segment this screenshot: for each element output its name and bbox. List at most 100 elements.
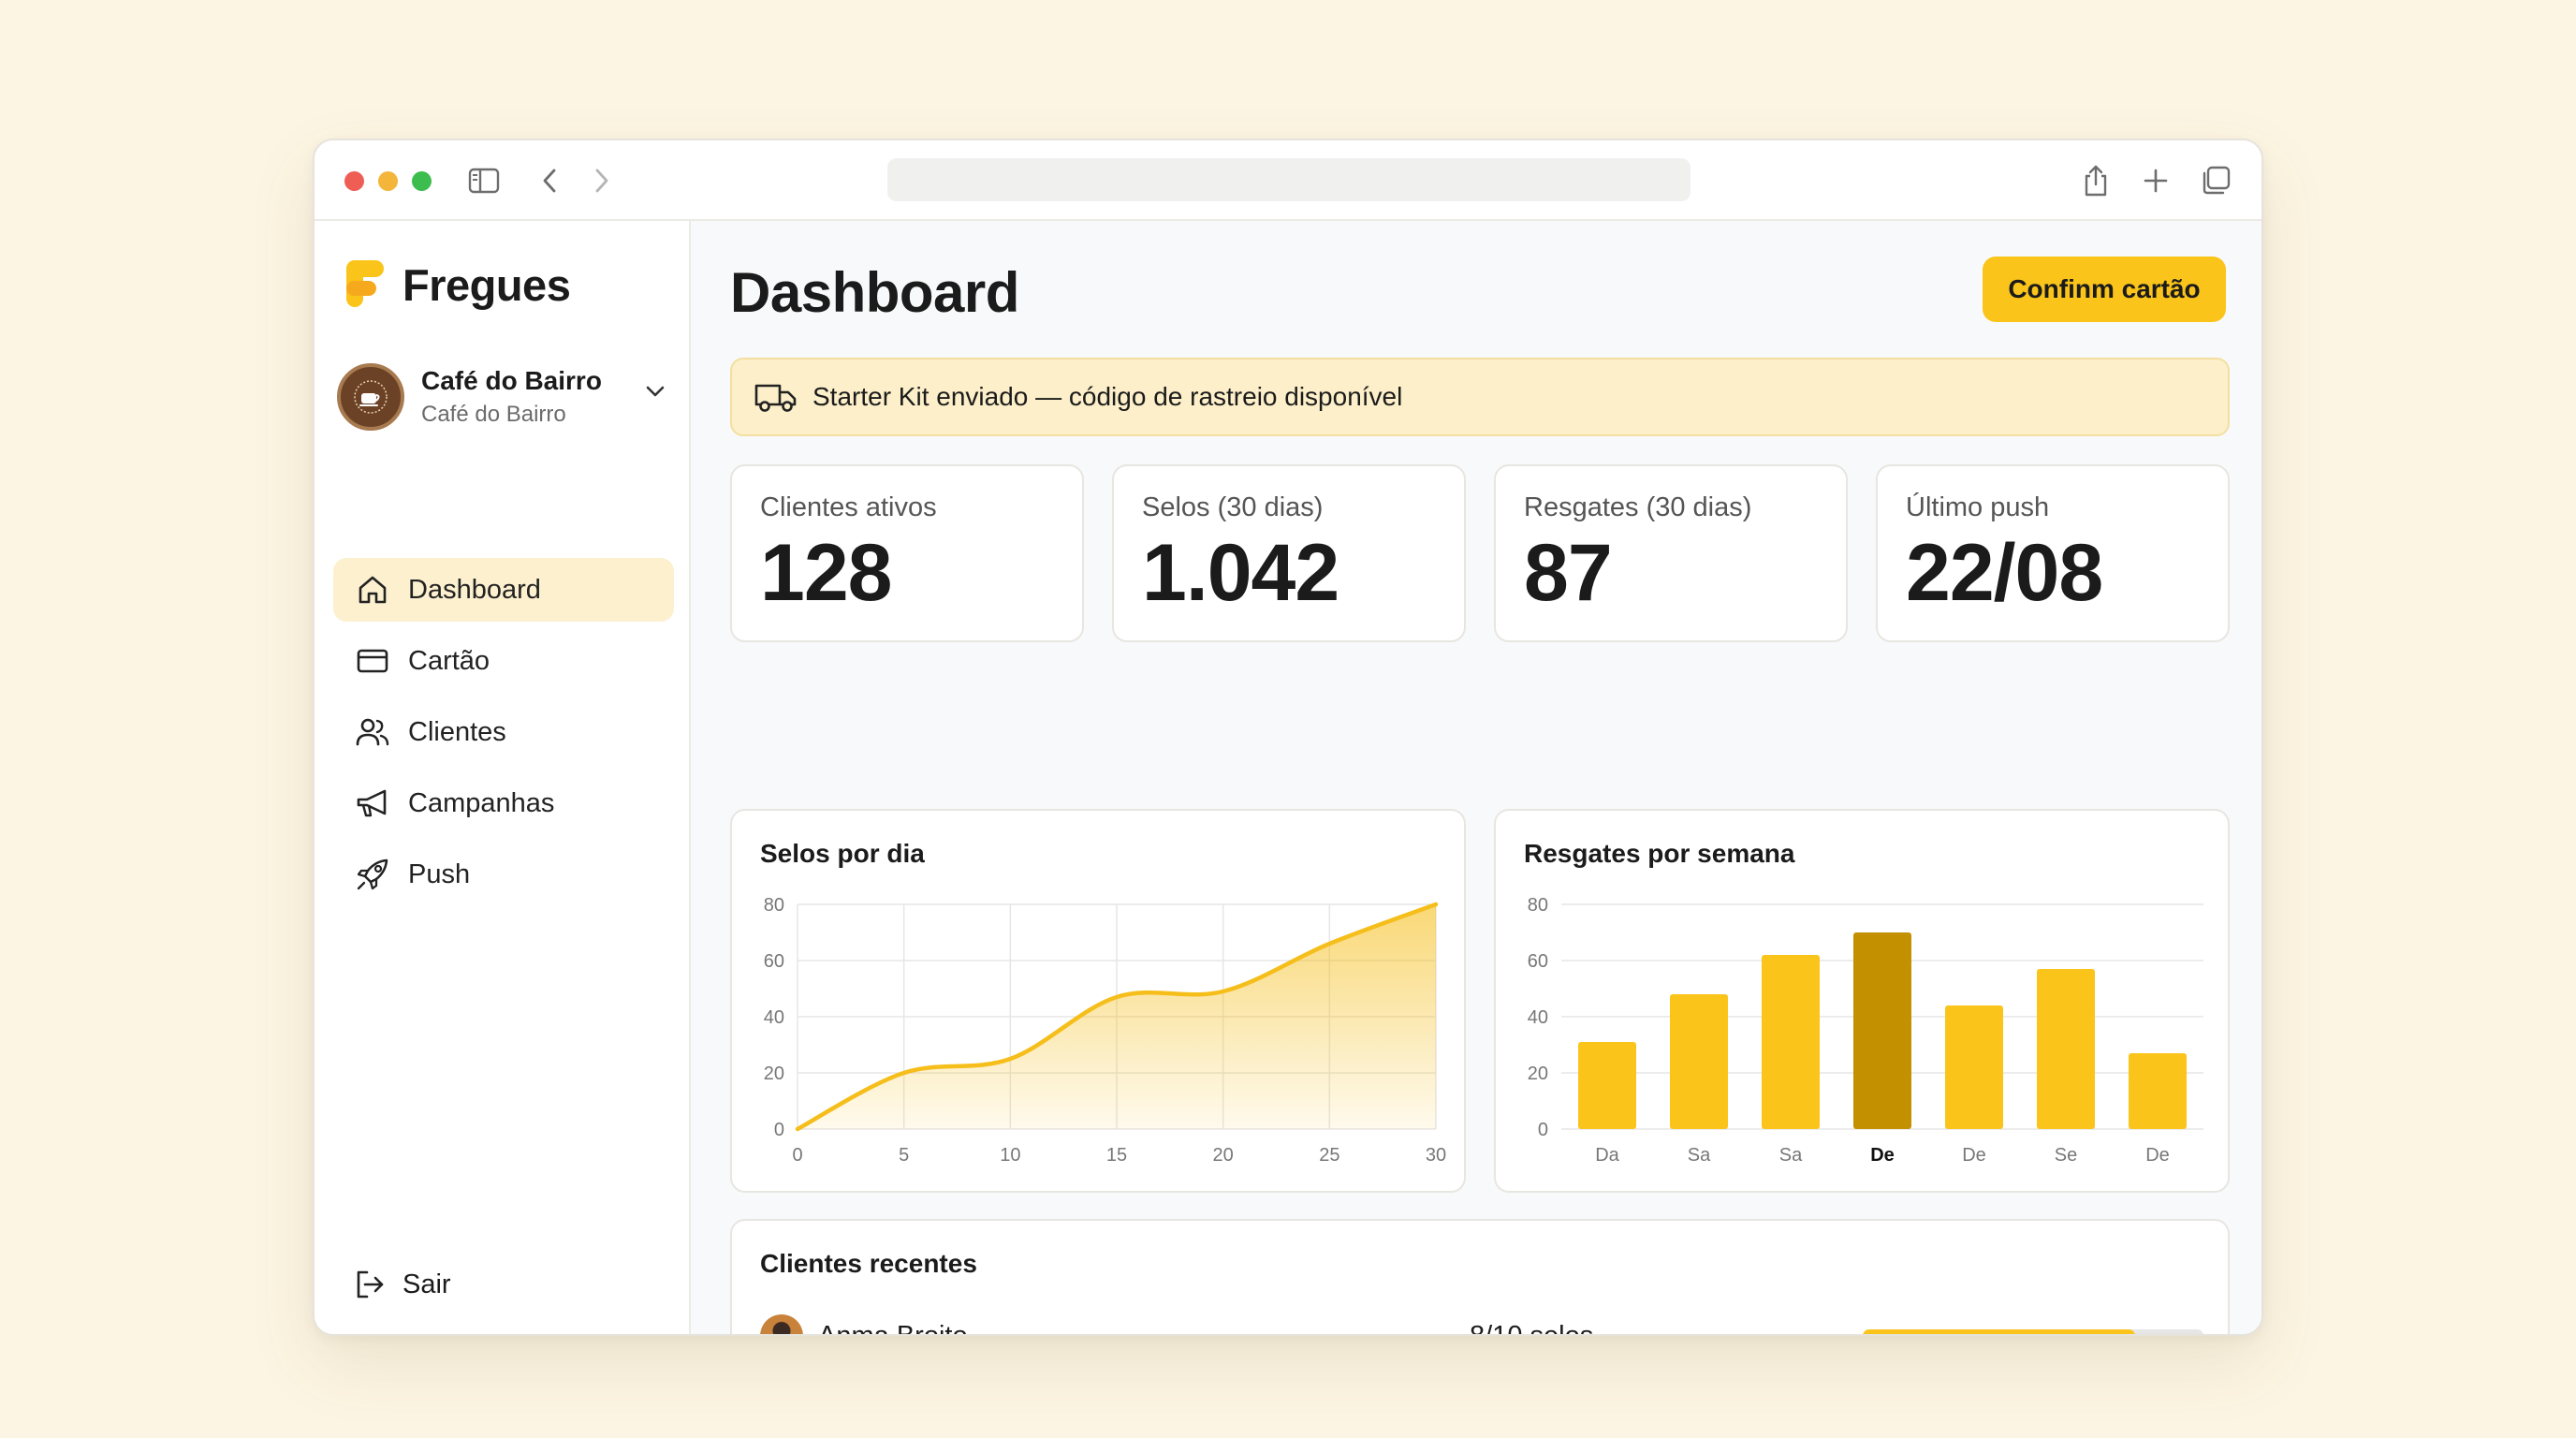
stat-label: Último push (1906, 492, 2050, 522)
card-icon (354, 642, 391, 680)
address-bar[interactable] (887, 158, 1690, 201)
sidebar-item-clientes[interactable]: Clientes (333, 700, 674, 764)
y-tick-label: 60 (764, 951, 784, 972)
y-tick-label: 40 (764, 1007, 784, 1028)
brand-logo[interactable]: Fregues (344, 258, 571, 311)
bar (2037, 969, 2095, 1129)
x-tick-label: 15 (1106, 1145, 1127, 1166)
stat-label: Selos (30 dias) (1142, 492, 1324, 522)
sidebar-item-label: Push (408, 858, 471, 889)
back-icon[interactable] (532, 163, 567, 198)
y-tick-label: 0 (774, 1120, 784, 1140)
y-tick-label: 80 (1528, 895, 1548, 916)
y-tick-label: 20 (1528, 1064, 1548, 1084)
y-tick-label: 20 (764, 1064, 784, 1084)
x-tick-label: 25 (1319, 1145, 1339, 1166)
area-chart: 0 20 40 60 80 0 5 10 15 20 25 30 (764, 895, 1446, 1166)
forward-icon[interactable] (584, 163, 620, 198)
account-subtitle: Café do Bairro (421, 402, 566, 427)
close-window-button[interactable] (344, 171, 364, 191)
series-line (795, 902, 1439, 1132)
main-content: Dashboard Confinm cartão Starter Kit env… (691, 221, 2261, 1334)
recent-clients-title: Clientes recentes (760, 1249, 977, 1278)
stat-label: Resgates (30 dias) (1524, 492, 1752, 522)
chart-panel-redemptions-per-week: 0 20 40 60 80 Da Sa Sa De De Se De Resgates por sem… (1494, 809, 2230, 1193)
stat-label: Clientes ativos (760, 492, 937, 522)
logout-button[interactable]: Sair (354, 1269, 451, 1300)
shipping-banner: Starter Kit enviado — código de rastreio… (730, 358, 2230, 436)
sidebar-nav: Dashboard Cartão Clientes Campanhas (333, 558, 674, 914)
y-tick-label: 80 (764, 895, 784, 916)
sidebar-item-push[interactable]: Push (333, 843, 674, 906)
logout-icon (354, 1269, 386, 1300)
tabs-overview-icon[interactable] (2198, 163, 2233, 198)
confirm-card-button[interactable]: Confinm cartão (1983, 257, 2226, 322)
table-row[interactable]: Anma Broito8/10 selos (760, 1305, 2203, 1334)
stat-card-stamps: Selos (30 dias) 1.042 (1112, 464, 1466, 642)
brand-name: Fregues (402, 259, 571, 310)
stat-value: 1.042 (1142, 528, 1339, 618)
chart-title: Selos por dia (760, 839, 925, 868)
sidebar-toggle-icon[interactable] (466, 163, 502, 198)
share-icon[interactable] (2078, 163, 2114, 198)
sidebar-item-label: Clientes (408, 716, 506, 747)
x-tick-label: Se (2055, 1145, 2077, 1166)
stat-value: 87 (1524, 528, 1613, 618)
x-tick-label: De (1962, 1145, 1986, 1166)
stat-card-active-clients: Clientes ativos 128 (730, 464, 1084, 642)
page-title: Dashboard (730, 261, 1019, 324)
x-tick-label: Sa (1779, 1145, 1803, 1166)
x-tick-label: Da (1595, 1145, 1619, 1166)
account-switcher[interactable]: Café do Bairro Café do Bairro (337, 361, 674, 433)
new-tab-icon[interactable] (2138, 163, 2174, 198)
area-fill (798, 904, 1436, 1129)
x-tick-label: 30 (1426, 1145, 1446, 1166)
account-name: Café do Bairro (421, 366, 602, 395)
x-tick-label: 20 (1213, 1145, 1234, 1166)
rocket-icon (354, 856, 391, 893)
stat-card-redemptions: Resgates (30 dias) 87 (1494, 464, 1848, 642)
home-icon (354, 571, 391, 609)
bar (1670, 994, 1728, 1129)
sidebar-item-dashboard[interactable]: Dashboard (333, 558, 674, 622)
sidebar-item-label: Dashboard (408, 574, 541, 605)
chevron-down-icon[interactable] (644, 384, 666, 404)
x-tick-label: De (2145, 1145, 2170, 1166)
chart-title: Resgates por semana (1524, 839, 1795, 868)
sidebar-item-campanhas[interactable]: Campanhas (333, 771, 674, 835)
y-tick-label: 40 (1528, 1007, 1548, 1028)
cafe-logo-avatar (337, 363, 404, 431)
x-tick-label: De (1870, 1145, 1895, 1166)
bar (1853, 932, 1911, 1129)
users-icon (354, 713, 391, 751)
maximize-window-button[interactable] (412, 171, 432, 191)
sidebar-item-cartao[interactable]: Cartão (333, 629, 674, 693)
browser-window: Fregues Café do Bairro Café do Bairro Da… (313, 139, 2263, 1336)
bar (2129, 1053, 2187, 1129)
avatar (760, 1314, 803, 1334)
fregues-logo-icon (346, 260, 384, 307)
x-tick-label: Sa (1688, 1145, 1711, 1166)
truck-icon (754, 381, 798, 413)
x-tick-label: 10 (1000, 1145, 1020, 1166)
sidebar-item-label: Campanhas (408, 787, 555, 818)
bar (1945, 1005, 2003, 1129)
x-tick-label: 5 (899, 1145, 909, 1166)
recent-clients-panel: Clientes recentes Anma Broito8/10 selosN… (730, 1219, 2230, 1334)
megaphone-icon (354, 785, 391, 822)
progress-bar (1863, 1329, 2203, 1334)
minimize-window-button[interactable] (378, 171, 398, 191)
bar (1578, 1042, 1636, 1129)
stat-value: 22/08 (1906, 528, 2103, 618)
stat-value: 128 (760, 528, 893, 618)
y-tick-label: 0 (1538, 1120, 1548, 1140)
stamp-count: 8/10 selos (1470, 1321, 1863, 1335)
chart-panel-stamps-per-day: 0 20 40 60 80 0 5 10 15 20 25 30 Selos por dia (730, 809, 1466, 1193)
sidebar-item-label: Cartão (408, 645, 490, 676)
bar (1762, 955, 1820, 1129)
stat-card-last-push: Último push 22/08 (1876, 464, 2230, 642)
y-tick-label: 60 (1528, 951, 1548, 972)
sidebar: Fregues Café do Bairro Café do Bairro Da… (315, 221, 691, 1334)
logout-label: Sair (402, 1269, 451, 1299)
bar-chart: 0 20 40 60 80 Da Sa Sa De De Se De (1528, 895, 2203, 1166)
